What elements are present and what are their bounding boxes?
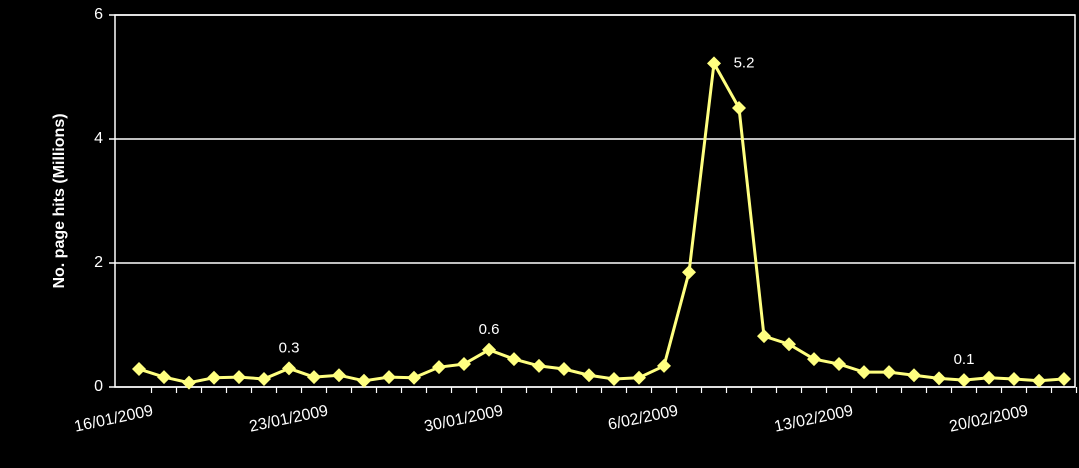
marker (157, 370, 171, 385)
plot-area (114, 14, 1076, 388)
y-tick-label: 4 (94, 130, 103, 147)
x-tick-label: 30/01/2009 (423, 402, 505, 435)
y-tick-label: 2 (94, 254, 103, 271)
marker (557, 362, 571, 377)
line (138, 58, 1065, 385)
marker (1057, 371, 1071, 386)
y-tick-label: 0 (94, 378, 103, 395)
marker (1032, 373, 1046, 388)
marker (1007, 371, 1021, 386)
marker (607, 371, 621, 386)
marker (332, 368, 346, 383)
marker (507, 352, 521, 367)
marker (882, 365, 896, 380)
marker (482, 342, 496, 357)
marker (457, 357, 471, 372)
marker (382, 370, 396, 385)
x-tick-label: 20/02/2009 (948, 402, 1030, 435)
marker (682, 265, 696, 280)
x-tick-label: 6/02/2009 (607, 402, 680, 433)
x-tick-label: 16/01/2009 (73, 402, 155, 435)
marker (182, 375, 196, 390)
value-label: 5.2 (734, 54, 755, 71)
marker (407, 370, 421, 385)
marker (207, 370, 221, 385)
marker (282, 361, 296, 376)
marker (582, 368, 596, 383)
marker (232, 370, 246, 385)
marker (982, 370, 996, 385)
marker (707, 56, 721, 71)
x-tick-label: 13/02/2009 (773, 402, 855, 435)
marker (857, 365, 871, 380)
marker (657, 358, 671, 373)
marker (932, 371, 946, 386)
marker (357, 373, 371, 388)
y-axis-label: No. page hits (Millions) (51, 113, 68, 288)
x-tick-label: 23/01/2009 (248, 402, 330, 435)
marker (832, 357, 846, 372)
marker (632, 370, 646, 385)
marker (807, 352, 821, 367)
value-label: 0.6 (479, 321, 500, 338)
marker (907, 368, 921, 383)
marker (307, 370, 321, 385)
marker (757, 329, 771, 344)
marker (257, 371, 271, 386)
y-tick-label: 6 (94, 6, 103, 23)
value-label: 0.1 (954, 351, 975, 368)
marker (782, 337, 796, 352)
marker (532, 358, 546, 373)
marker (432, 360, 446, 375)
marker (132, 362, 146, 377)
value-label: 0.3 (279, 339, 300, 356)
marker (957, 373, 971, 388)
marker (732, 101, 746, 115)
